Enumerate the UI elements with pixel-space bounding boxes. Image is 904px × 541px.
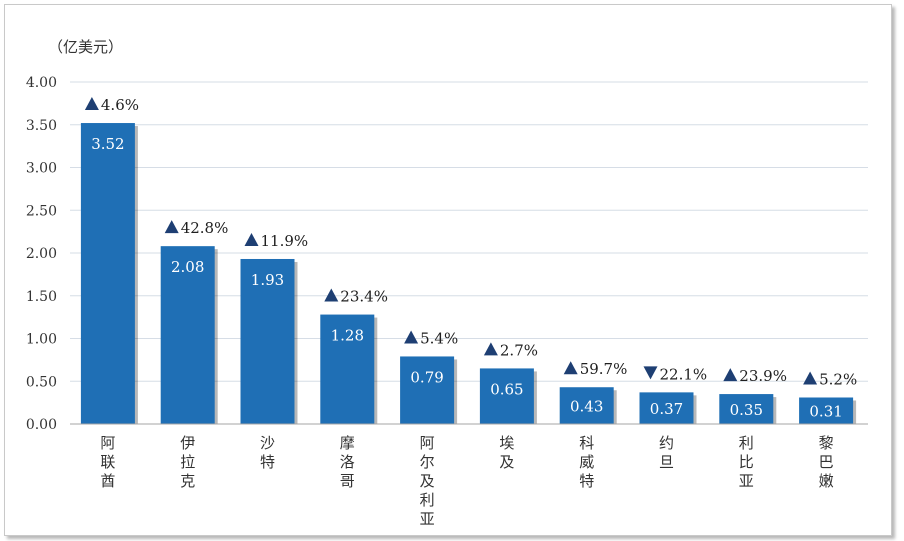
bar [400,356,455,424]
bar-value-label: 3.52 [91,135,124,153]
change-label: 5.4% [420,329,458,347]
triangle-up-icon [84,97,99,111]
category-label: 伊拉克 [180,434,195,490]
bar-value-label: 1.93 [251,271,284,289]
change-label: 59.7% [580,360,628,378]
category-label: 埃及 [499,434,514,471]
y-tick-label: 0.00 [26,417,57,433]
change-label: 22.1% [660,365,708,383]
bar [559,387,614,424]
category-label: 利比亚 [739,434,754,490]
triangle-up-icon [483,342,498,356]
bar-value-label: 0.37 [650,400,683,418]
category-label: 阿尔及利亚 [420,434,435,528]
category-label: 摩洛哥 [340,434,355,490]
change-label: 11.9% [261,232,309,250]
y-tick-label: 3.50 [26,118,57,134]
bar [639,392,694,424]
y-tick-label: 2.00 [26,246,57,262]
bar-value-label: 2.08 [171,258,204,276]
triangle-down-icon [643,366,658,380]
y-tick-label: 4.00 [26,75,57,91]
bar [160,246,215,424]
bar [719,394,774,424]
unit-label: （亿美元） [48,38,123,56]
y-tick-label: 2.50 [26,203,57,219]
bar [799,397,854,424]
y-tick-label: 3.00 [26,161,57,177]
category-label: 沙特 [260,434,275,471]
category-label: 阿联酋 [100,434,115,490]
bar-value-label: 0.65 [490,380,523,398]
bar-value-label: 0.35 [730,401,763,419]
triangle-up-icon [324,288,339,302]
bar-value-label: 0.43 [570,398,603,416]
y-tick-label: 0.50 [26,374,57,390]
change-label: 2.7% [500,341,538,359]
triangle-up-icon [244,232,259,246]
bar [320,314,375,424]
change-label: 42.8% [181,219,229,237]
y-tick-label: 1.00 [26,332,57,348]
triangle-up-icon [803,371,818,385]
chart-frame [4,4,892,536]
change-label: 23.9% [739,367,787,385]
category-label: 科威特 [579,434,594,490]
change-label: 23.4% [340,288,388,306]
bar-value-label: 0.31 [809,403,842,421]
category-label: 约旦 [659,434,674,471]
bar-value-label: 1.28 [331,327,364,345]
change-label: 4.6% [101,96,139,114]
bar-value-label: 0.79 [410,368,443,386]
triangle-up-icon [723,368,738,382]
category-label: 黎巴嫩 [819,434,834,490]
bar [80,123,135,424]
bar [240,258,295,424]
change-label: 5.2% [819,370,857,388]
triangle-up-icon [563,361,578,375]
triangle-up-icon [164,220,179,234]
y-tick-label: 1.50 [26,289,57,305]
triangle-up-icon [404,330,419,344]
bar [479,368,534,424]
